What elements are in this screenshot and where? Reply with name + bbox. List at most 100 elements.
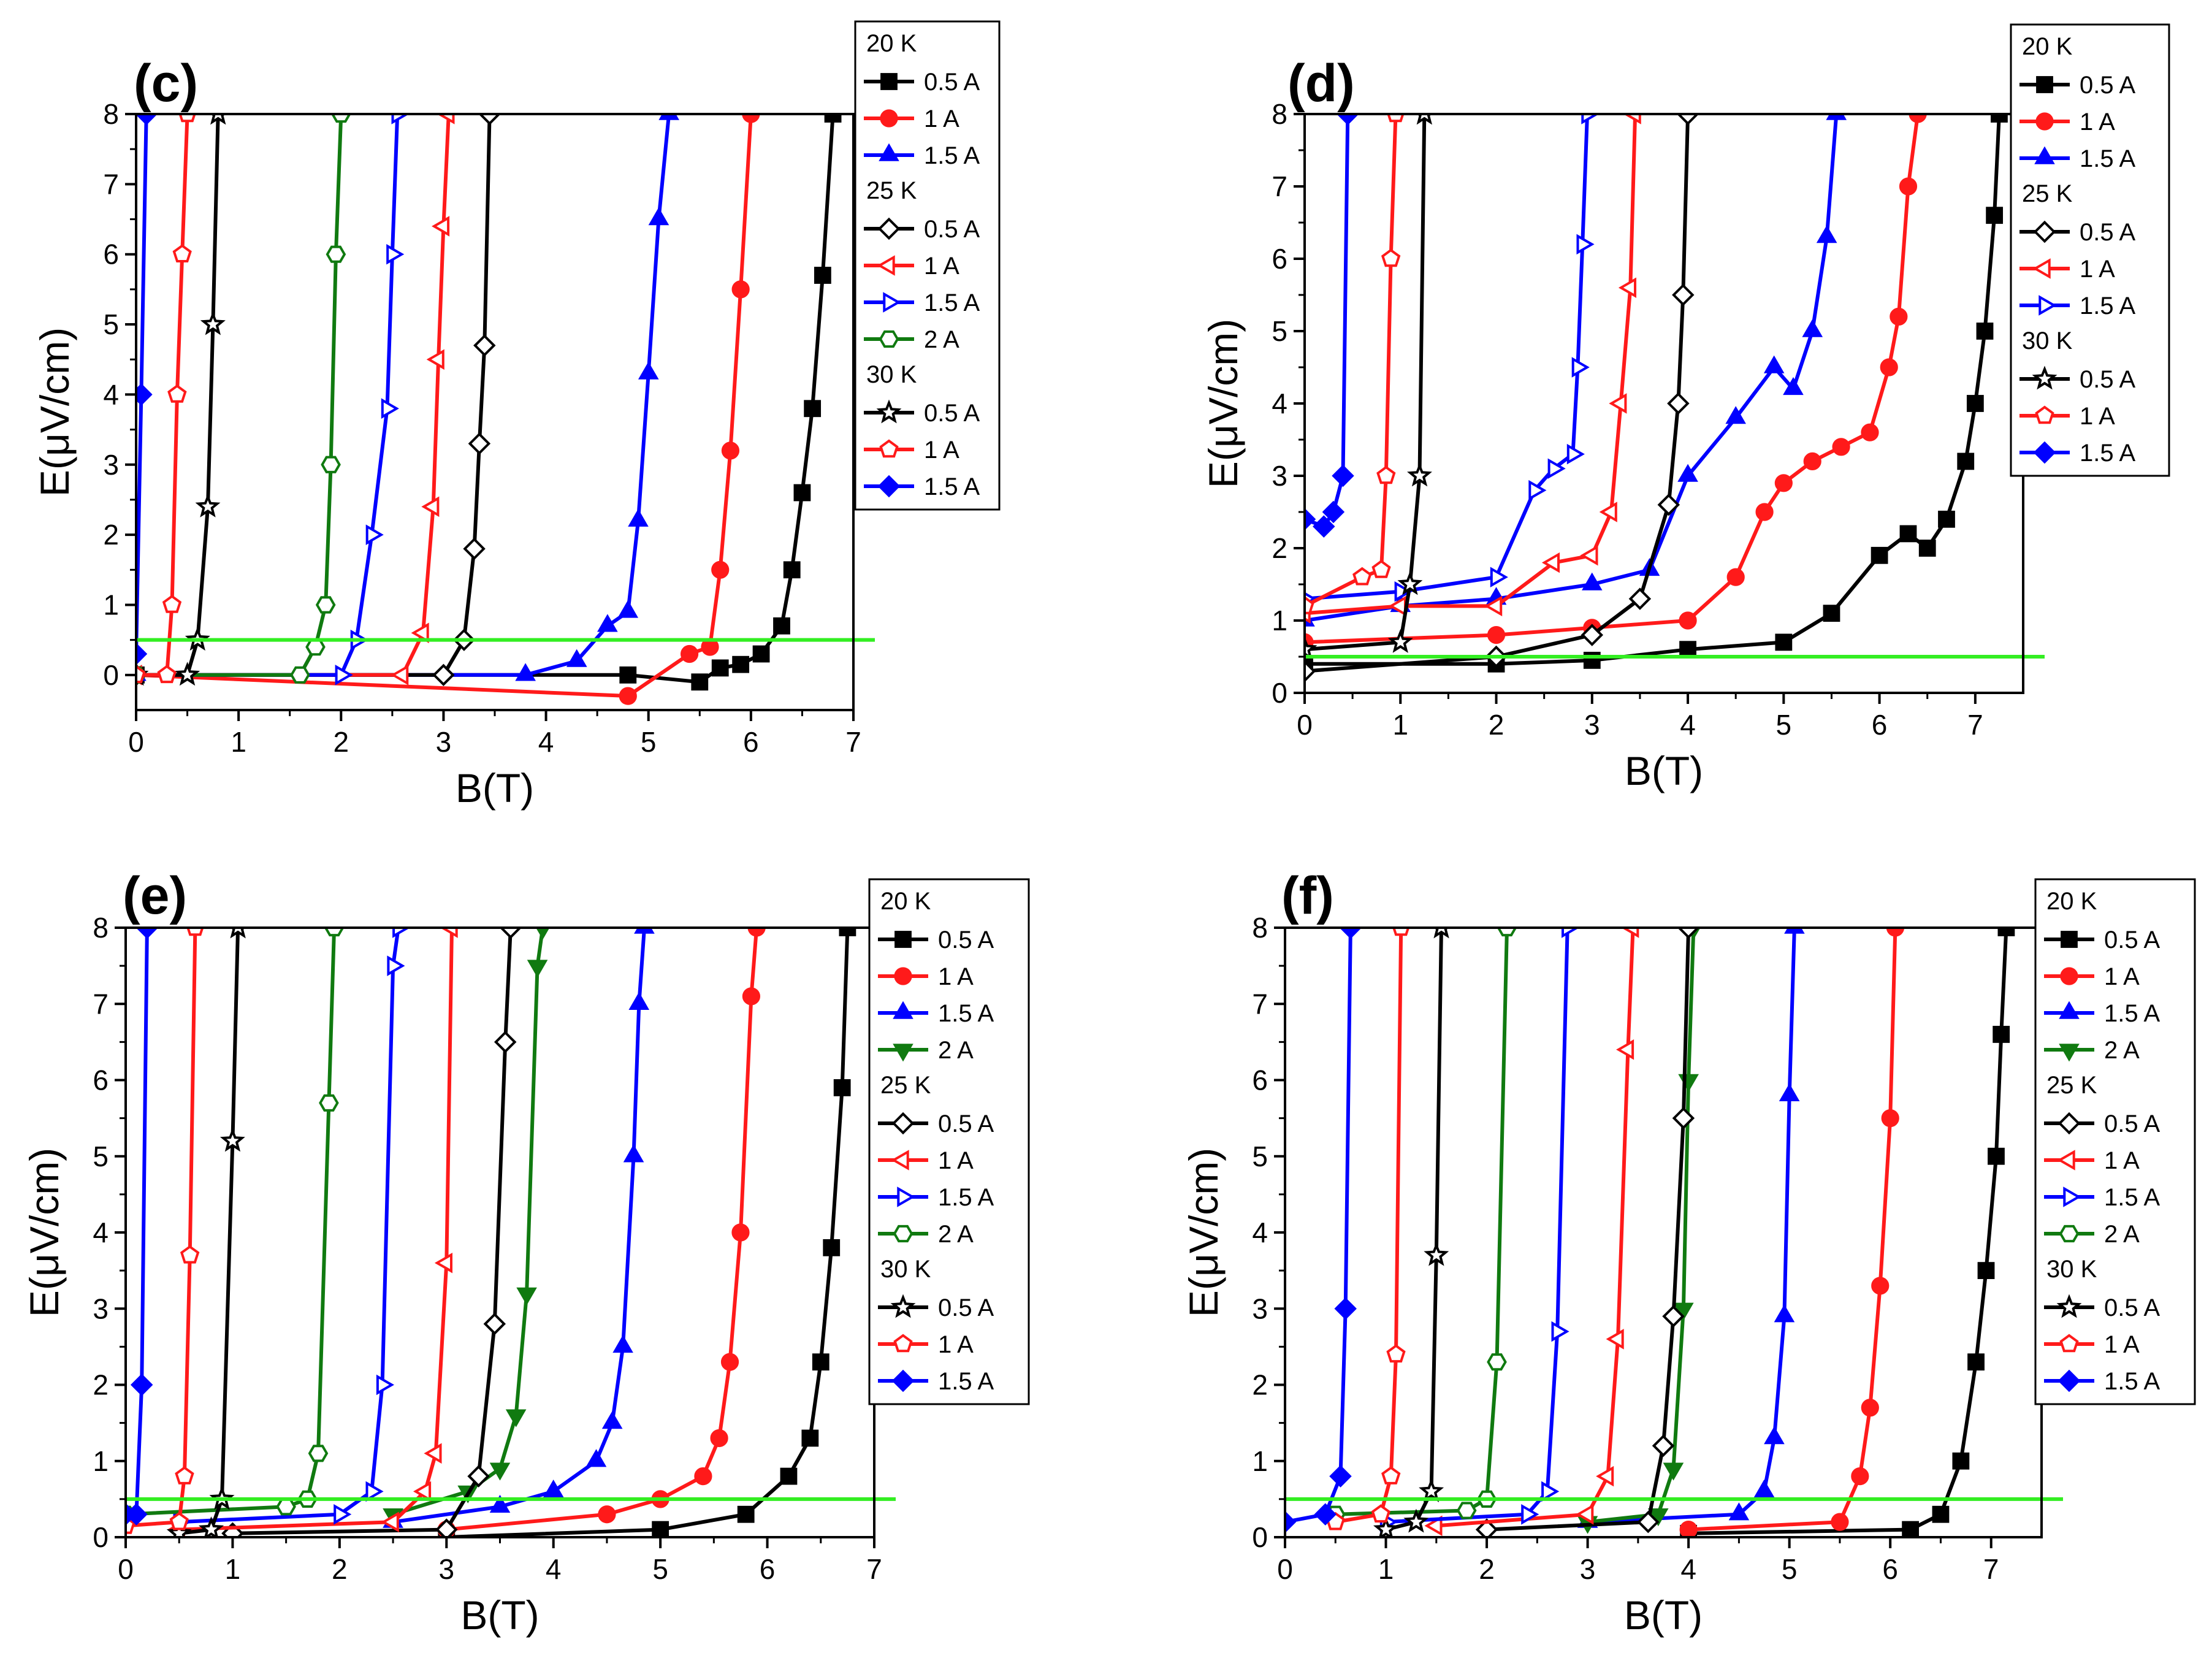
- legend-entry-label: 1 A: [2080, 403, 2115, 430]
- x-tick-label: 0: [118, 1553, 134, 1585]
- series-line: [1305, 114, 1398, 608]
- data-point: [1424, 1242, 1449, 1266]
- legend-entry-label: 1 A: [938, 1331, 974, 1358]
- y-tick-label: 4: [93, 1217, 109, 1248]
- y-tick-label: 6: [1272, 243, 1287, 275]
- data-point: [195, 493, 221, 518]
- data-point: [334, 1503, 352, 1525]
- data-point: [1433, 928, 1449, 939]
- data-point: [1902, 1521, 1920, 1537]
- data-point: [1541, 1481, 1560, 1502]
- data-point: [1726, 568, 1745, 586]
- legend-marker: [2058, 1369, 2081, 1392]
- data-point: [619, 687, 637, 705]
- data-point: [1672, 283, 1695, 307]
- legend-group-title: 25 K: [2022, 180, 2073, 207]
- data-point: [1871, 546, 1888, 564]
- y-tick-label: 6: [93, 1064, 109, 1096]
- data-point: [1899, 525, 1917, 543]
- data-point: [1628, 587, 1652, 610]
- data-point: [1609, 393, 1627, 414]
- data-point: [290, 666, 310, 684]
- series-line: [1305, 114, 1690, 673]
- data-point: [219, 1128, 245, 1152]
- legend-group-title: 30 K: [2046, 1256, 2097, 1283]
- x-tick-label: 5: [641, 726, 657, 758]
- x-tick-label: 3: [1580, 1553, 1596, 1585]
- data-point: [463, 537, 486, 560]
- data-point: [1938, 510, 1955, 528]
- series-line: [126, 928, 337, 1516]
- x-tick-label: 6: [743, 726, 759, 758]
- panel-label: (d): [1287, 54, 1355, 113]
- data-point: [1562, 928, 1580, 938]
- series-line: [1335, 928, 1509, 1516]
- legend-marker: [879, 439, 899, 458]
- data-point: [1657, 493, 1680, 516]
- data-point: [1986, 207, 2004, 224]
- data-point: [1337, 114, 1359, 126]
- data-point: [1663, 1462, 1684, 1481]
- data-point: [1679, 641, 1696, 659]
- data-point: [1576, 1503, 1594, 1525]
- legend-entry-label: 1 A: [2104, 1147, 2140, 1174]
- data-point: [1490, 567, 1508, 587]
- data-point: [1596, 1465, 1614, 1487]
- panel-f: 0 1 2 3 4 5 6 7 0 1 2 3 4 5 6 7 8 B(T) E(μV/cm) (f) 20 K 0.5 …: [1181, 866, 2196, 1638]
- data-point: [473, 334, 496, 357]
- y-tick-label: 8: [1272, 98, 1287, 130]
- legend-entry-label: 1 A: [2104, 963, 2140, 990]
- legend-entry-label: 1.5 A: [924, 473, 980, 500]
- data-point: [1576, 234, 1595, 255]
- legend-marker: [880, 109, 898, 128]
- data-point: [711, 560, 730, 579]
- data-point: [793, 484, 811, 502]
- x-tick-label: 3: [436, 726, 452, 758]
- data-point: [1823, 605, 1840, 622]
- legend-group-title: 30 K: [866, 361, 917, 388]
- data-point: [1918, 540, 1936, 557]
- legend-group-title: 20 K: [866, 30, 917, 57]
- y-tick-label: 1: [93, 1445, 109, 1477]
- legend-box: [2010, 23, 2170, 477]
- legend-entry-label: 0.5 A: [938, 1294, 994, 1321]
- data-point: [658, 114, 679, 120]
- data-point: [1551, 1321, 1569, 1342]
- data-point: [130, 1373, 153, 1396]
- series-line: [179, 928, 400, 1524]
- data-point: [752, 645, 770, 663]
- data-point: [1988, 1147, 2005, 1165]
- data-point: [1332, 464, 1354, 487]
- data-point: [1677, 464, 1698, 482]
- legend-group-title: 30 K: [2022, 327, 2073, 354]
- legend-marker: [877, 217, 901, 240]
- legend-entry-label: 1.5 A: [2080, 145, 2136, 172]
- data-point: [1753, 1480, 1775, 1498]
- data-point: [432, 663, 455, 687]
- legend-marker: [879, 330, 899, 348]
- data-point: [1581, 114, 1600, 124]
- x-tick-label: 5: [652, 1553, 668, 1585]
- legend-entry-label: 0.5 A: [924, 400, 980, 427]
- legend-marker: [897, 1186, 915, 1207]
- y-axis-title: E(μV/cm): [1181, 1148, 1226, 1317]
- data-point: [1677, 928, 1700, 939]
- data-point: [742, 114, 760, 123]
- data-point: [1487, 1353, 1507, 1371]
- legend-group-title: 30 K: [880, 1256, 931, 1283]
- data-point: [543, 1480, 564, 1498]
- data-point: [505, 1409, 527, 1427]
- x-axis-title: B(T): [460, 1592, 539, 1638]
- legend-entry-label: 0.5 A: [924, 216, 980, 243]
- legend-entry-label: 0.5 A: [924, 69, 980, 96]
- y-tick-label: 0: [93, 1521, 109, 1553]
- x-tick-label: 4: [1680, 709, 1696, 741]
- data-point: [1456, 1502, 1477, 1519]
- data-point: [814, 267, 831, 284]
- data-point: [780, 1467, 798, 1485]
- y-tick-label: 5: [1252, 1140, 1268, 1172]
- data-point: [392, 928, 411, 938]
- data-point: [1976, 323, 1994, 340]
- data-point: [1832, 438, 1850, 456]
- legend-entry-label: 1.5 A: [924, 289, 980, 316]
